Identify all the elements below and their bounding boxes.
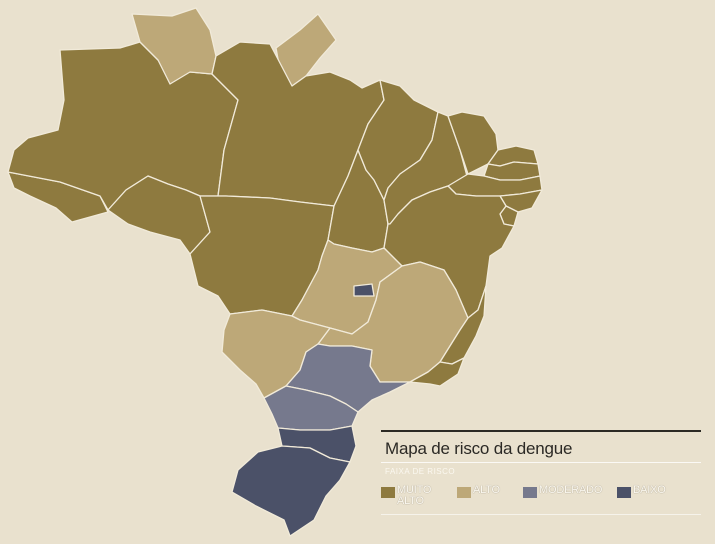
legend-swatch — [523, 487, 537, 498]
legend-label-line: ALTO — [397, 495, 424, 507]
legend-subtitle: FAIXA DE RISCO — [385, 467, 456, 476]
legend-label: MUITO ALTO — [397, 485, 431, 507]
legend-divider — [381, 462, 701, 463]
region-DF — [353, 283, 375, 297]
legend-label-line: MODERADO — [539, 484, 603, 496]
legend-swatch — [617, 487, 631, 498]
region-SP — [285, 343, 411, 413]
legend-top-divider — [381, 430, 701, 432]
legend-swatch — [381, 487, 395, 498]
legend-label: MODERADO — [539, 485, 602, 496]
legend-bottom-divider — [381, 514, 701, 515]
legend: Mapa de risco da dengue FAIXA DE RISCO M… — [381, 430, 701, 516]
legend-label: BAIXO — [633, 485, 666, 496]
legend-label: ALTO — [473, 485, 500, 496]
legend-label-line: BAIXO — [633, 484, 666, 496]
region-RS — [231, 445, 351, 537]
region-ES — [439, 285, 487, 365]
region-PR — [263, 385, 359, 431]
legend-swatch — [457, 487, 471, 498]
legend-label-line: ALTO — [473, 484, 500, 496]
region-RJ — [409, 357, 465, 387]
legend-label-line: MUITO — [397, 484, 432, 496]
legend-title: Mapa de risco da dengue — [385, 439, 573, 458]
